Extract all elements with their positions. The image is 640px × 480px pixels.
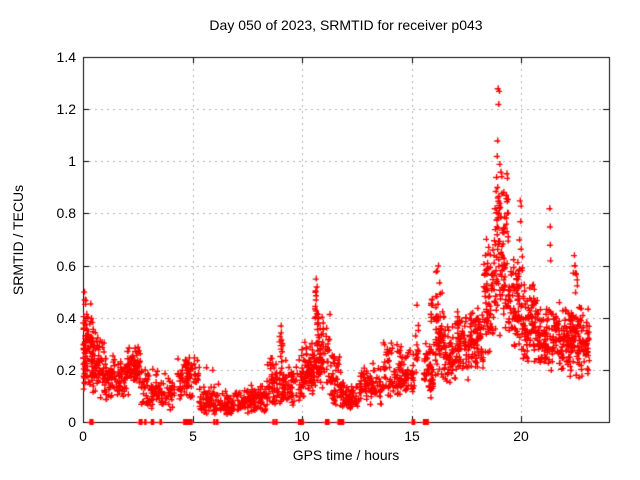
x-tick-label: 10 bbox=[294, 428, 310, 444]
x-tick-label: 20 bbox=[513, 428, 529, 444]
x-axis-label: GPS time / hours bbox=[292, 447, 400, 463]
x-tick-label: 15 bbox=[404, 428, 420, 444]
y-tick-label: 1.4 bbox=[56, 49, 76, 65]
y-tick-label: 0.6 bbox=[56, 258, 76, 274]
chart-title: Day 050 of 2023, SRMTID for receiver p04… bbox=[209, 17, 483, 33]
y-tick-label: 0.8 bbox=[56, 205, 76, 221]
y-axis-label: SRMTID / TECUs bbox=[10, 184, 26, 296]
y-tick-label: 0.2 bbox=[56, 362, 76, 378]
y-tick-label: 0.4 bbox=[56, 310, 76, 326]
y-tick-label: 1.2 bbox=[56, 101, 76, 117]
x-tick-label: 0 bbox=[79, 428, 87, 444]
y-tick-label: 0 bbox=[68, 414, 76, 430]
x-tick-label: 5 bbox=[189, 428, 197, 444]
y-tick-label: 1 bbox=[68, 153, 76, 169]
